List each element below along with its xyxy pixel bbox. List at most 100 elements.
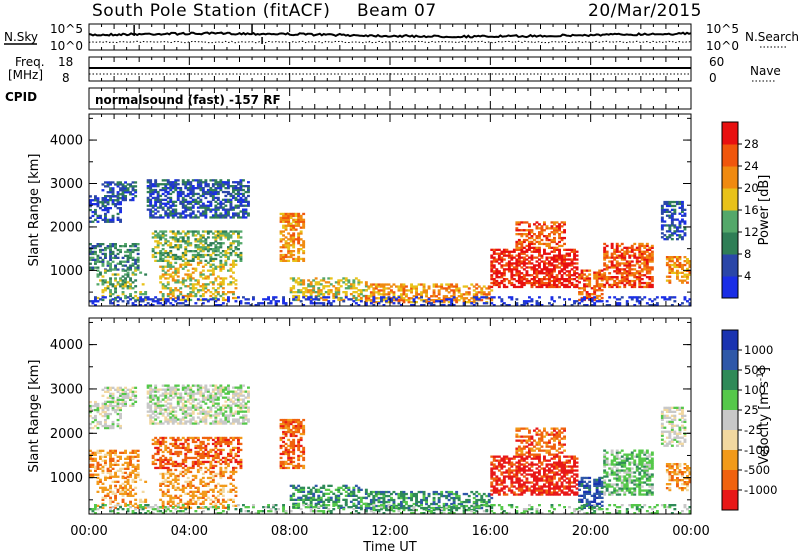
power-cell bbox=[600, 279, 604, 282]
power-cell bbox=[239, 251, 243, 255]
power-cell bbox=[570, 250, 574, 253]
power-cell bbox=[545, 281, 549, 285]
velocity-cell bbox=[134, 486, 138, 489]
power-cell bbox=[425, 293, 428, 296]
velocity-cell bbox=[169, 402, 173, 405]
power-cell bbox=[161, 183, 165, 186]
power-cell bbox=[234, 181, 238, 184]
power-cell bbox=[186, 214, 190, 217]
power-cell bbox=[593, 291, 597, 294]
velocity-cell bbox=[234, 458, 238, 462]
power-cell bbox=[302, 250, 306, 253]
velocity-cell bbox=[134, 492, 138, 495]
velocity-cell bbox=[131, 390, 135, 393]
power-cell bbox=[515, 242, 519, 246]
velocity-cell bbox=[89, 410, 92, 414]
power-cell bbox=[683, 260, 687, 263]
power-cell bbox=[136, 243, 140, 246]
power-cell bbox=[377, 291, 381, 294]
power-cell bbox=[196, 283, 200, 286]
power-cell bbox=[129, 245, 132, 248]
power-cell bbox=[475, 283, 479, 286]
velocity-cell bbox=[101, 449, 105, 452]
power-cell bbox=[452, 299, 456, 302]
power-cell bbox=[244, 302, 248, 305]
power-cell bbox=[216, 181, 220, 184]
power-cell bbox=[382, 287, 386, 290]
power-cell bbox=[292, 253, 296, 257]
power-cell bbox=[189, 250, 193, 253]
velocity-cell bbox=[206, 456, 210, 460]
velocity-cell bbox=[199, 400, 203, 403]
velocity-cell bbox=[176, 384, 180, 387]
power-cell bbox=[224, 187, 228, 190]
velocity-cell bbox=[199, 418, 203, 421]
power-cell bbox=[615, 250, 619, 253]
power-cell bbox=[194, 214, 198, 217]
power-cell bbox=[362, 289, 366, 292]
power-cell bbox=[181, 267, 185, 270]
velocity-cell bbox=[227, 404, 230, 407]
velocity-cell bbox=[111, 400, 115, 404]
power-cell bbox=[525, 278, 529, 281]
power-cell bbox=[688, 265, 692, 269]
power-cell bbox=[545, 285, 549, 289]
power-cell bbox=[568, 262, 571, 265]
power-cell bbox=[380, 298, 383, 301]
freq-strip: Freq. [MHz] 18 8 60 0 Nave bbox=[8, 55, 781, 85]
power-cell bbox=[219, 285, 223, 288]
velocity-cell bbox=[121, 492, 125, 495]
power-cell bbox=[678, 222, 682, 225]
power-cell bbox=[227, 300, 230, 303]
velocity-cell bbox=[104, 426, 107, 430]
power-cell bbox=[528, 240, 531, 244]
power-cell bbox=[633, 272, 637, 275]
velocity-cell bbox=[169, 412, 173, 415]
power-cell bbox=[437, 285, 441, 288]
power-cell bbox=[445, 283, 449, 286]
power-cell bbox=[517, 272, 521, 275]
velocity-cell bbox=[227, 442, 230, 446]
power-cell bbox=[382, 304, 386, 307]
power-cell bbox=[625, 272, 629, 275]
velocity-cell bbox=[239, 466, 243, 470]
power-cell bbox=[239, 185, 243, 188]
power-cell bbox=[452, 293, 456, 296]
power-cell bbox=[643, 268, 647, 271]
velocity-cell bbox=[229, 458, 233, 462]
power-cell bbox=[558, 279, 561, 283]
power-cell bbox=[580, 273, 584, 276]
power-cell bbox=[643, 256, 647, 259]
power-cell bbox=[169, 296, 173, 300]
power-cell bbox=[214, 250, 218, 253]
velocity-cell bbox=[194, 462, 198, 466]
velocity-cell bbox=[191, 416, 195, 419]
power-cell bbox=[209, 253, 213, 257]
power-cell bbox=[540, 281, 544, 285]
power-cell bbox=[522, 268, 526, 271]
velocity-cell bbox=[174, 388, 178, 391]
power-cell bbox=[515, 274, 519, 277]
power-cell bbox=[686, 277, 689, 280]
power-cell bbox=[171, 279, 175, 282]
power-cell bbox=[297, 232, 301, 235]
velocity-cell bbox=[181, 396, 185, 399]
power-cell bbox=[660, 212, 664, 215]
power-cell bbox=[196, 248, 200, 251]
power-cell bbox=[114, 256, 117, 259]
power-cell bbox=[279, 240, 283, 243]
velocity-cell bbox=[149, 394, 153, 397]
power-cell bbox=[191, 255, 195, 259]
power-cell bbox=[221, 296, 225, 300]
power-cell bbox=[129, 266, 132, 269]
power-cell bbox=[101, 275, 105, 278]
power-cell bbox=[372, 298, 376, 301]
power-cell bbox=[191, 234, 195, 237]
power-cell bbox=[655, 296, 659, 299]
velocity-cell bbox=[229, 460, 233, 464]
power-cell bbox=[417, 293, 421, 296]
velocity-cell bbox=[101, 459, 105, 462]
power-cell bbox=[297, 218, 301, 221]
velocity-cell bbox=[229, 404, 233, 407]
